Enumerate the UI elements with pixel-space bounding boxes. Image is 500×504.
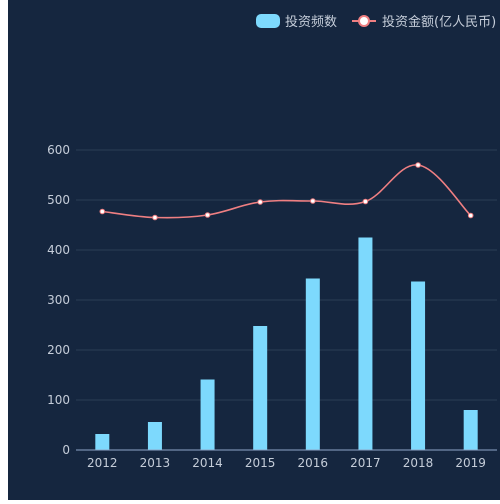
y-tick-label-4: 400	[47, 243, 70, 257]
bar-2013[interactable]	[147, 422, 162, 450]
x-tick-label-2019: 2019	[455, 456, 486, 470]
x-tick-label-2013: 2013	[140, 456, 171, 470]
x-tick-label-2017: 2017	[350, 456, 381, 470]
legend-bar-label[interactable]: 投资频数	[285, 14, 337, 30]
y-tick-label-3: 300	[47, 293, 70, 307]
line-point-2018[interactable]	[415, 162, 421, 168]
legend: 投资频数 投资金额(亿人民币)	[256, 14, 496, 30]
bar-series	[95, 237, 478, 451]
bar-2017[interactable]	[358, 237, 373, 451]
line-point-2013[interactable]	[152, 214, 158, 221]
y-axis-ticks: 0 100 200 300 400 500 600	[47, 143, 70, 457]
line-point-2017[interactable]	[362, 198, 369, 205]
y-tick-label-1: 100	[47, 393, 70, 407]
bar-2014[interactable]	[200, 379, 215, 451]
bar-2015[interactable]	[253, 326, 268, 450]
x-tick-label-2014: 2014	[192, 456, 223, 470]
x-tick-label-2015: 2015	[245, 456, 276, 470]
y-tick-label-5: 500	[47, 193, 70, 207]
line-path	[102, 164, 472, 219]
x-tick-label-2012: 2012	[87, 456, 118, 470]
legend-line-marker[interactable]	[358, 15, 370, 27]
y-tick-label-6: 600	[47, 143, 70, 157]
bar-2012[interactable]	[95, 434, 110, 450]
bar-2019[interactable]	[463, 410, 478, 450]
bar-2016[interactable]	[305, 278, 320, 451]
line-point-2016[interactable]	[310, 198, 316, 204]
chart-panel: 0 100 200 300 400 500 600 2012 2013 2014 2015 2016…	[8, 0, 500, 500]
x-tick-label-2016: 2016	[298, 456, 329, 470]
line-point-2012[interactable]	[99, 208, 106, 215]
x-axis-ticks: 2012 2013 2014 2015 2016 2017 2018 2019	[87, 456, 486, 470]
y-tick-label-0: 0	[62, 443, 70, 457]
line-series	[99, 162, 474, 221]
legend-bar-swatch[interactable]	[256, 14, 280, 28]
line-point-2014[interactable]	[204, 212, 211, 218]
line-point-2015[interactable]	[257, 199, 263, 205]
bar-2018[interactable]	[411, 281, 426, 451]
x-tick-label-2018: 2018	[403, 456, 434, 470]
y-tick-label-2: 200	[47, 343, 70, 357]
legend-line-label[interactable]: 投资金额(亿人民币)	[382, 14, 496, 30]
combo-chart: 0 100 200 300 400 500 600 2012 2013 2014 2015 2016…	[47, 14, 497, 470]
grid-lines	[76, 149, 497, 401]
line-point-2019[interactable]	[467, 212, 474, 219]
